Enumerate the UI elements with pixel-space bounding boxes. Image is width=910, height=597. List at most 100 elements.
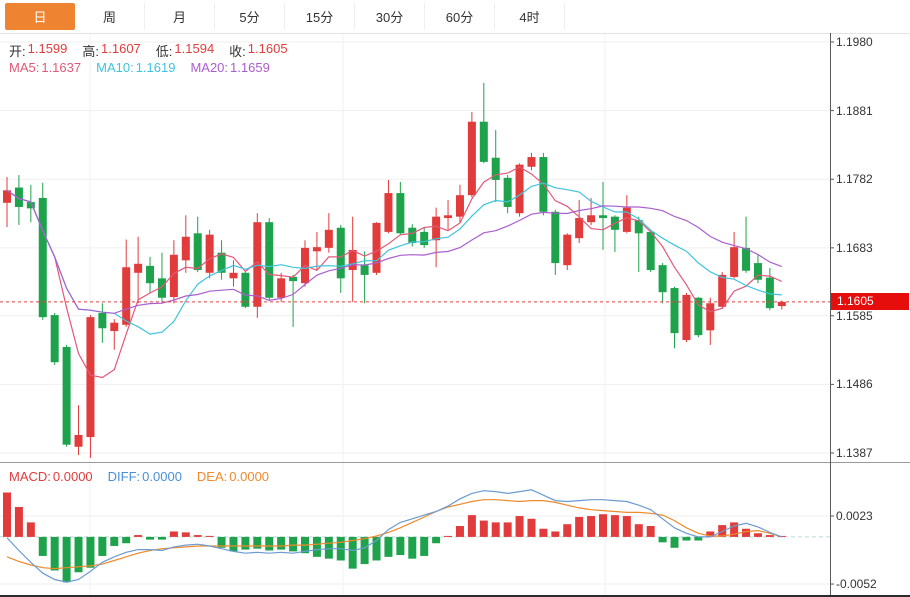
- macd-histogram-bar: [742, 528, 751, 537]
- timeframe-tab-5[interactable]: 15分: [285, 3, 355, 30]
- macd-histogram-bar: [360, 536, 369, 565]
- macd-histogram-bar: [646, 526, 655, 537]
- macd-histogram-bar: [277, 536, 286, 550]
- candle-body: [277, 278, 286, 298]
- timeframe-tab-1[interactable]: 日: [5, 3, 75, 30]
- candle-body: [253, 222, 262, 307]
- candle-body: [134, 263, 143, 273]
- candle-body: [193, 233, 202, 271]
- candle-body: [742, 247, 751, 271]
- candle-body: [503, 177, 512, 207]
- macd-histogram-bar: [396, 536, 405, 556]
- macd-histogram-bar: [253, 536, 262, 549]
- macd-histogram-bar: [205, 535, 214, 537]
- candle-body: [491, 157, 500, 180]
- candle-body: [289, 276, 298, 282]
- candle-body: [563, 234, 572, 266]
- macd-histogram-bar: [479, 520, 488, 537]
- candle-body: [86, 317, 95, 438]
- candle-body: [730, 247, 739, 277]
- candle-body: [444, 215, 453, 219]
- candle-body: [396, 193, 405, 234]
- macd-histogram-bar: [229, 536, 238, 552]
- candle-body: [455, 195, 464, 217]
- macd-histogram-bar: [455, 526, 464, 537]
- candle-body: [599, 215, 607, 219]
- macd-histogram-bar: [372, 536, 381, 561]
- candle-body: [146, 265, 155, 284]
- macd-histogram-bar: [694, 536, 703, 541]
- macd-histogram-bar: [217, 536, 226, 548]
- candle-body: [324, 229, 333, 248]
- macd-histogram-bar: [134, 535, 143, 537]
- macd-histogram-bar: [420, 536, 429, 556]
- macd-histogram-bar: [193, 535, 202, 537]
- timeframe-tab-2[interactable]: 周: [75, 3, 145, 30]
- macd-histogram-bar: [491, 522, 500, 537]
- candle-body: [670, 288, 679, 334]
- dea-line: [6, 499, 782, 570]
- candle-body: [384, 193, 393, 232]
- macd-histogram-bar: [753, 533, 762, 537]
- macd-histogram-bar: [74, 536, 83, 573]
- macd-histogram-bar: [730, 522, 739, 537]
- candle-body: [777, 301, 786, 307]
- candle-body: [74, 434, 83, 447]
- candle-body: [634, 220, 643, 234]
- candle-body: [217, 252, 226, 273]
- timeframe-tab-4[interactable]: 5分: [215, 3, 285, 30]
- macd-histogram-bar: [527, 518, 536, 537]
- macd-histogram-bar: [312, 536, 321, 557]
- candle-body: [241, 272, 250, 307]
- candle-body: [205, 234, 214, 273]
- macd-histogram-bar: [86, 536, 95, 568]
- candle-body: [420, 231, 429, 246]
- macd-histogram-bar: [26, 522, 35, 537]
- candle-body: [575, 218, 584, 239]
- macd-histogram-bar: [181, 532, 190, 537]
- macd-histogram-bar: [658, 536, 667, 543]
- macd-histogram-bar: [467, 515, 476, 537]
- timeframe-tab-6[interactable]: 30分: [355, 3, 425, 30]
- macd-histogram-bar: [575, 516, 584, 537]
- macd-histogram-bar: [610, 515, 619, 537]
- candle-body: [515, 164, 524, 214]
- candle-body: [682, 294, 691, 341]
- macd-histogram-bar: [765, 535, 774, 537]
- timeframe-tab-8[interactable]: 4时: [495, 3, 565, 30]
- candle-body: [527, 157, 536, 167]
- macd-histogram-bar: [515, 516, 524, 537]
- candle-body: [50, 315, 59, 363]
- candle-body: [336, 227, 345, 279]
- candle-body: [181, 236, 190, 261]
- candle-body: [706, 303, 715, 331]
- macd-histogram-bar: [324, 536, 333, 559]
- macd-histogram-bar: [241, 536, 250, 550]
- timeframe-tab-7[interactable]: 60分: [425, 3, 495, 30]
- diff-line: [6, 489, 783, 583]
- macd-histogram-bar: [384, 536, 393, 557]
- macd-histogram-bar: [157, 536, 166, 540]
- macd-histogram-bar: [539, 528, 548, 537]
- timeframe-tabbar: 日周月 5分 15分 30分 60分 4时: [0, 0, 910, 34]
- macd-histogram-bar: [289, 536, 298, 552]
- candle-body: [765, 277, 774, 309]
- macd-histogram-bar: [563, 524, 572, 537]
- macd-histogram-bar: [682, 536, 691, 541]
- macd-histogram-bar: [122, 536, 131, 544]
- candle-body: [38, 197, 47, 318]
- macd-histogram-bar: [50, 536, 59, 571]
- candle-body: [348, 249, 357, 271]
- macd-histogram-bar: [622, 516, 631, 537]
- candle-body: [110, 322, 119, 332]
- timeframe-tab-3[interactable]: 月: [145, 3, 215, 30]
- candle-body: [265, 222, 274, 298]
- ma10-line: [6, 182, 782, 335]
- candle-body: [26, 202, 35, 209]
- candle-body: [753, 263, 762, 280]
- macd-histogram-bar: [62, 536, 71, 583]
- candle-body: [432, 216, 441, 241]
- candle-body: [157, 278, 166, 298]
